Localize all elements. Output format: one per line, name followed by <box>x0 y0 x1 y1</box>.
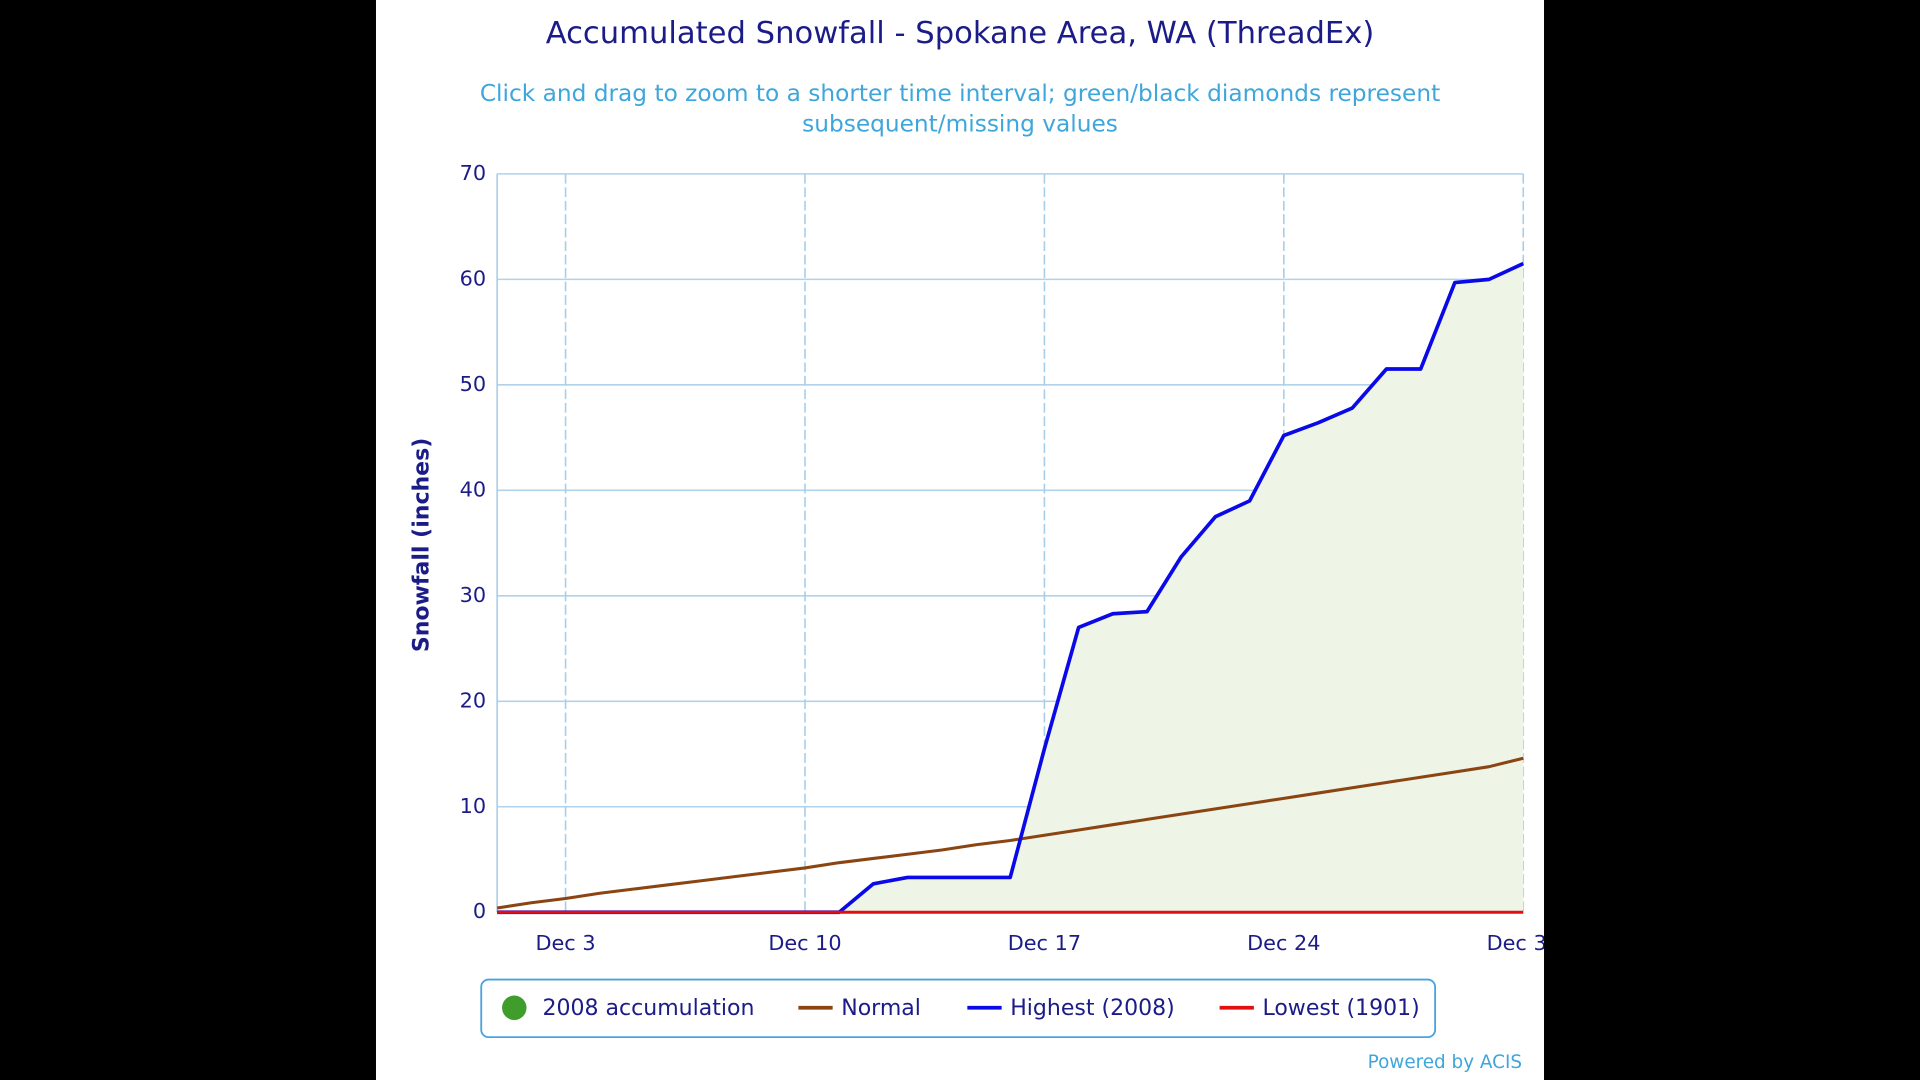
legend-label: 2008 accumulation <box>542 996 754 1021</box>
area <box>497 263 1524 913</box>
line <box>496 756 1524 910</box>
x-tick-label: Dec 3 <box>536 931 596 955</box>
chart-subtitle: Click and drag to zoom to a shorter time… <box>480 80 1440 107</box>
x-tick-label: Dec 17 <box>1008 931 1081 955</box>
legend-box <box>480 978 1437 1039</box>
legend-label: Lowest (1901) <box>1262 996 1419 1021</box>
x-tick-label: Dec 10 <box>768 931 841 955</box>
x-tick-label: Dec 31 <box>1487 931 1560 955</box>
y-tick-label: 60 <box>460 266 486 290</box>
legend-label: Highest (2008) <box>1010 996 1175 1021</box>
y-axis-label: Snowfall (inches) <box>409 438 434 652</box>
credits[interactable]: Powered by ACIS <box>1368 1052 1522 1073</box>
chart-subtitle: subsequent/missing values <box>802 110 1118 137</box>
legend-marker <box>502 995 527 1020</box>
y-tick-label: 40 <box>460 477 486 501</box>
y-tick-label: 70 <box>460 161 486 185</box>
y-tick-label: 50 <box>460 372 486 396</box>
legend-label: Normal <box>841 996 921 1021</box>
y-tick-label: 20 <box>460 688 486 712</box>
chart-panel: Accumulated Snowfall - Spokane Area, WA … <box>375 0 1560 1080</box>
y-tick-label: 30 <box>460 583 486 607</box>
x-tick-label: Dec 24 <box>1247 931 1320 955</box>
y-tick-label: 10 <box>460 794 486 818</box>
chart-title: Accumulated Snowfall - Spokane Area, WA … <box>546 16 1375 51</box>
y-tick-label: 0 <box>473 899 486 923</box>
